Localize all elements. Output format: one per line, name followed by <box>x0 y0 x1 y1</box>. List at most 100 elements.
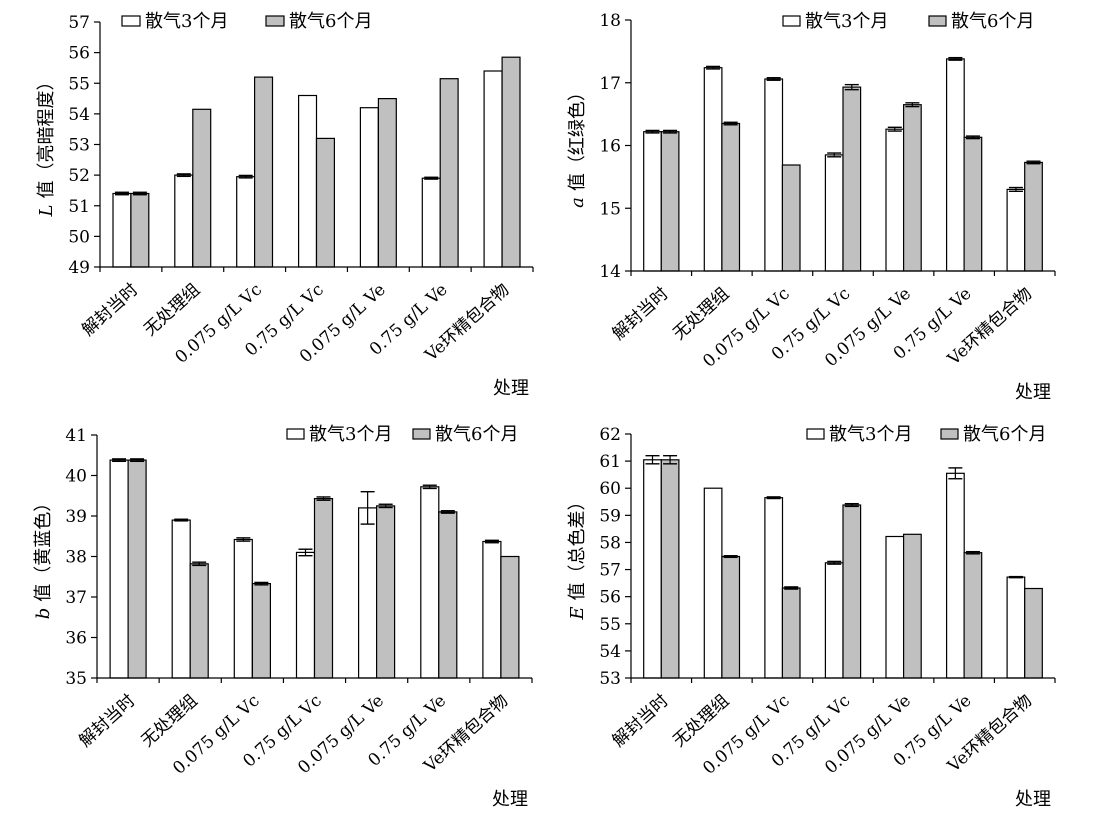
bar-6m <box>254 76 274 268</box>
x-axis-title: 处理 <box>493 378 529 399</box>
legend-swatch-3m <box>286 428 305 440</box>
y-tick-label: 50 <box>68 227 90 247</box>
y-axis-title-text: 值（红绿色） <box>567 83 588 191</box>
legend-swatch-6m <box>940 428 959 440</box>
bar-6m <box>251 582 271 679</box>
legend-label: 散气3个月 <box>829 424 912 445</box>
bar-6m <box>781 587 801 679</box>
bar-6m <box>500 555 520 679</box>
bar-3m <box>764 78 784 272</box>
bar-3m <box>420 486 440 679</box>
bar-3m <box>703 67 723 272</box>
bar-6m <box>963 552 983 679</box>
y-tick-label: 18 <box>599 11 621 31</box>
bar-3m <box>109 459 129 679</box>
y-tick-label: 54 <box>68 105 90 125</box>
bar-3m <box>703 487 723 679</box>
legend-swatch-3m <box>121 15 141 27</box>
legend-label: 散气3个月 <box>805 11 888 32</box>
bar-6m <box>963 136 983 272</box>
y-axis-title-text: 值（亮暗程度） <box>36 73 57 199</box>
legend-swatch-6m <box>928 15 947 27</box>
bar-6m <box>127 459 147 679</box>
legend-label: 散气3个月 <box>145 11 228 32</box>
bar-3m <box>298 94 318 268</box>
legend-label: 散气3个月 <box>309 424 392 445</box>
y-tick-label: 16 <box>599 137 621 157</box>
bar-6m <box>189 563 209 679</box>
y-tick-label: 41 <box>65 426 87 446</box>
y-tick-label: 15 <box>599 199 621 219</box>
y-tick-label: 60 <box>599 479 621 499</box>
bar-3m <box>236 176 256 268</box>
y-tick-label: 38 <box>65 548 87 568</box>
x-tick-label: 解封当时 <box>609 284 673 344</box>
bar-6m <box>1024 587 1043 679</box>
y-tick-label: 37 <box>65 588 87 608</box>
bar-6m <box>1024 161 1043 272</box>
y-tick-label: 54 <box>599 642 621 662</box>
y-tick-label: 17 <box>599 74 621 94</box>
y-tick-label: 61 <box>599 452 621 472</box>
bar-6m <box>192 108 212 268</box>
bar-6m <box>781 164 801 272</box>
y-tick-label: 55 <box>68 74 90 94</box>
x-axis-title: 处理 <box>492 789 528 810</box>
x-tick-label: 解封当时 <box>609 691 673 751</box>
bar-6m <box>438 511 458 679</box>
bar-3m <box>359 107 379 268</box>
bar-3m <box>1006 576 1026 679</box>
y-axis-title-variable: E <box>567 606 588 620</box>
bar-6m <box>842 504 862 679</box>
bar-3m <box>764 497 784 679</box>
bar-6m <box>660 459 680 679</box>
bar-6m <box>842 86 862 272</box>
legend-swatch-3m <box>806 428 825 440</box>
y-tick-label: 56 <box>599 588 621 608</box>
bar-3m <box>643 131 662 272</box>
bar-3m <box>483 70 503 268</box>
legend-label: 散气6个月 <box>289 11 372 32</box>
legend-label: 散气6个月 <box>963 424 1046 445</box>
x-tick-label: 解封当时 <box>76 691 140 751</box>
bar-6m <box>313 498 334 679</box>
y-tick-label: 56 <box>68 44 90 64</box>
y-axis-title: a 值（红绿色） <box>567 83 588 208</box>
y-axis-title-variable: a <box>567 197 588 208</box>
y-tick-label: 57 <box>68 13 90 33</box>
bar-3m <box>112 192 132 268</box>
bar-3m <box>945 58 965 272</box>
bar-6m <box>130 192 150 268</box>
bar-3m <box>824 154 844 272</box>
y-tick-label: 59 <box>599 506 621 526</box>
x-tick-label: 解封当时 <box>78 280 142 340</box>
bar-6m <box>902 104 922 272</box>
y-tick-label: 40 <box>65 467 87 487</box>
y-tick-label: 52 <box>68 166 90 186</box>
bar-6m <box>721 555 741 679</box>
bar-3m <box>482 540 502 679</box>
bar-6m <box>501 56 521 268</box>
x-axis-title: 处理 <box>1015 382 1051 403</box>
y-axis-title: b 值（黄蓝色） <box>33 494 54 620</box>
bar-3m <box>885 128 905 272</box>
y-tick-label: 53 <box>68 136 90 156</box>
y-axis-title-variable: L <box>36 205 57 218</box>
legend-swatch-6m <box>265 15 285 27</box>
bar-3m <box>171 519 191 679</box>
bar-3m <box>233 538 253 679</box>
y-tick-label: 57 <box>599 561 621 581</box>
bar-3m <box>358 507 378 679</box>
bar-6m <box>721 122 741 272</box>
bar-6m <box>902 533 922 679</box>
bar-3m <box>945 472 965 679</box>
y-tick-label: 58 <box>599 533 621 553</box>
legend-label: 散气6个月 <box>435 424 518 445</box>
x-axis-title: 处理 <box>1015 789 1051 810</box>
y-tick-label: 35 <box>65 669 87 689</box>
bar-6m <box>376 505 396 679</box>
